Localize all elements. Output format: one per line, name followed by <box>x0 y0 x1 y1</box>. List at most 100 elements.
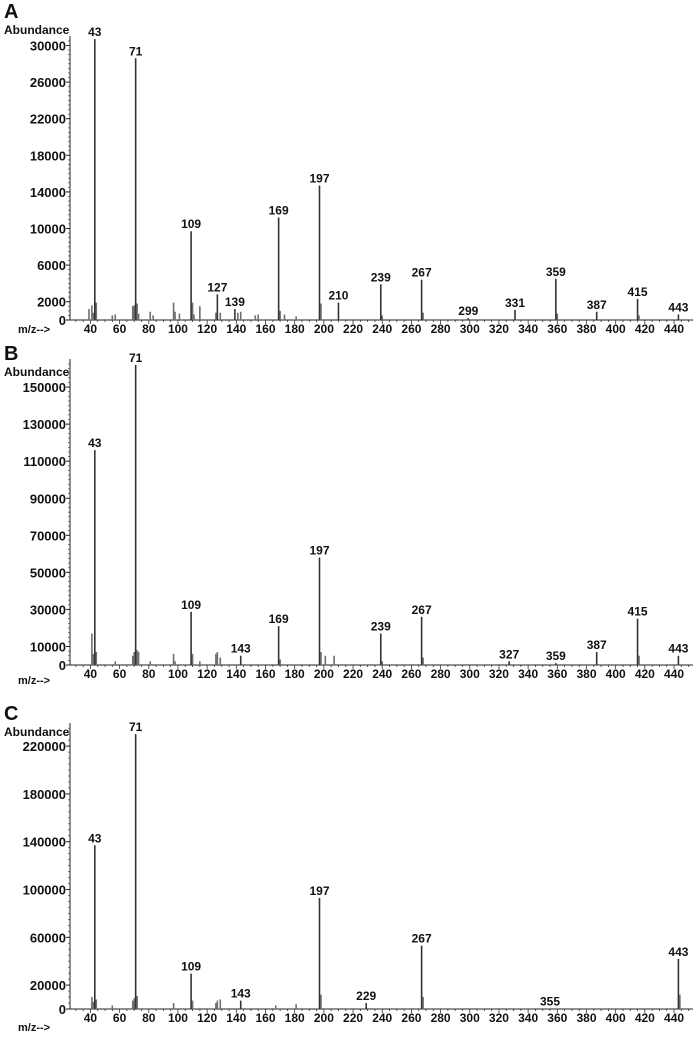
y-tick-label: 150000 <box>23 380 66 395</box>
y-tick-label: 180000 <box>23 787 66 802</box>
peak-label: 109 <box>181 217 201 231</box>
x-tick-label: 400 <box>606 667 626 681</box>
x-tick-label: 340 <box>518 322 538 336</box>
x-tick-label: 160 <box>255 1011 275 1025</box>
x-tick-label: 120 <box>197 667 217 681</box>
y-tick-label: 130000 <box>23 417 66 432</box>
y-tick-label: 60000 <box>30 930 66 945</box>
x-tick-label: 140 <box>226 1011 246 1025</box>
x-tick-label: 420 <box>635 1011 655 1025</box>
peak-label: 210 <box>328 289 348 303</box>
x-tick-label: 140 <box>226 667 246 681</box>
peak-label: 239 <box>371 270 391 284</box>
x-tick-label: 420 <box>635 322 655 336</box>
peak-label: 139 <box>225 295 245 309</box>
x-tick-label: 400 <box>606 322 626 336</box>
peak-label: 239 <box>371 620 391 634</box>
peak-label: 355 <box>540 994 560 1008</box>
x-tick-label: 40 <box>84 1011 98 1025</box>
peak-label: 127 <box>207 280 227 294</box>
x-tick-label: 60 <box>113 322 127 336</box>
x-tick-label: 180 <box>285 322 305 336</box>
y-tick-label: 6000 <box>37 258 66 273</box>
x-tick-label: 400 <box>606 1011 626 1025</box>
x-tick-label: 40 <box>84 667 98 681</box>
peak-label: 43 <box>88 831 102 845</box>
x-tick-label: 340 <box>518 667 538 681</box>
x-tick-label: 420 <box>635 667 655 681</box>
panel-label: B <box>4 343 18 365</box>
peak-label: 267 <box>412 932 432 946</box>
x-tick-label: 200 <box>314 322 334 336</box>
x-tick-label: 100 <box>168 322 188 336</box>
x-axis-label: m/z--> <box>18 675 50 687</box>
x-tick-label: 280 <box>431 322 451 336</box>
y-axis-label: Abundance <box>4 725 70 739</box>
y-tick-label: 30000 <box>30 38 66 53</box>
y-tick-label: 220000 <box>23 739 66 754</box>
peak-label: 71 <box>129 351 143 365</box>
x-tick-label: 40 <box>84 322 98 336</box>
x-tick-label: 280 <box>431 1011 451 1025</box>
y-tick-label: 110000 <box>23 454 66 469</box>
x-tick-label: 440 <box>664 1011 684 1025</box>
y-tick-label: 90000 <box>30 491 66 506</box>
x-tick-label: 220 <box>343 322 363 336</box>
peak-label: 443 <box>668 945 688 959</box>
y-axis-label: Abundance <box>4 365 70 379</box>
panel-label: C <box>4 703 18 725</box>
y-tick-label: 50000 <box>30 565 66 580</box>
peak-label: 327 <box>499 647 519 661</box>
peak-label: 415 <box>628 605 648 619</box>
x-tick-label: 80 <box>142 322 156 336</box>
peak-label: 267 <box>412 266 432 280</box>
x-tick-label: 200 <box>314 1011 334 1025</box>
x-tick-label: 440 <box>664 322 684 336</box>
x-tick-label: 360 <box>547 1011 567 1025</box>
x-tick-label: 140 <box>226 322 246 336</box>
peak-label: 43 <box>88 436 102 450</box>
peak-label: 143 <box>231 642 251 656</box>
x-tick-label: 80 <box>142 667 156 681</box>
x-tick-label: 180 <box>285 667 305 681</box>
peak-label: 229 <box>356 989 376 1003</box>
x-tick-label: 220 <box>343 667 363 681</box>
peak-label: 387 <box>587 298 607 312</box>
x-tick-label: 360 <box>547 322 567 336</box>
peak-label: 359 <box>546 649 566 663</box>
peak-label: 197 <box>309 884 329 898</box>
y-tick-label: 26000 <box>30 75 66 90</box>
y-tick-label: 70000 <box>30 528 66 543</box>
x-tick-label: 100 <box>168 1011 188 1025</box>
x-tick-label: 100 <box>168 667 188 681</box>
x-tick-label: 360 <box>547 667 567 681</box>
y-tick-label: 140000 <box>23 835 66 850</box>
peak-label: 197 <box>309 544 329 558</box>
y-tick-label: 100000 <box>23 883 66 898</box>
x-tick-label: 320 <box>489 322 509 336</box>
x-tick-label: 240 <box>372 1011 392 1025</box>
x-tick-label: 160 <box>255 322 275 336</box>
x-tick-label: 60 <box>113 667 127 681</box>
y-tick-label: 22000 <box>30 112 66 127</box>
peak-label: 299 <box>458 304 478 318</box>
peak-label: 143 <box>231 987 251 1001</box>
x-tick-label: 440 <box>664 667 684 681</box>
x-tick-label: 340 <box>518 1011 538 1025</box>
peak-label: 71 <box>129 720 143 734</box>
x-tick-label: 380 <box>576 667 596 681</box>
x-axis-label: m/z--> <box>18 324 50 336</box>
x-axis-label: m/z--> <box>18 1022 50 1034</box>
peak-label: 387 <box>587 638 607 652</box>
peak-label: 331 <box>505 296 525 310</box>
y-tick-label: 2000 <box>37 295 66 310</box>
y-axis-label: Abundance <box>4 23 70 37</box>
x-tick-label: 320 <box>489 667 509 681</box>
peak-label: 109 <box>181 598 201 612</box>
x-tick-label: 80 <box>142 1011 156 1025</box>
x-tick-label: 220 <box>343 1011 363 1025</box>
